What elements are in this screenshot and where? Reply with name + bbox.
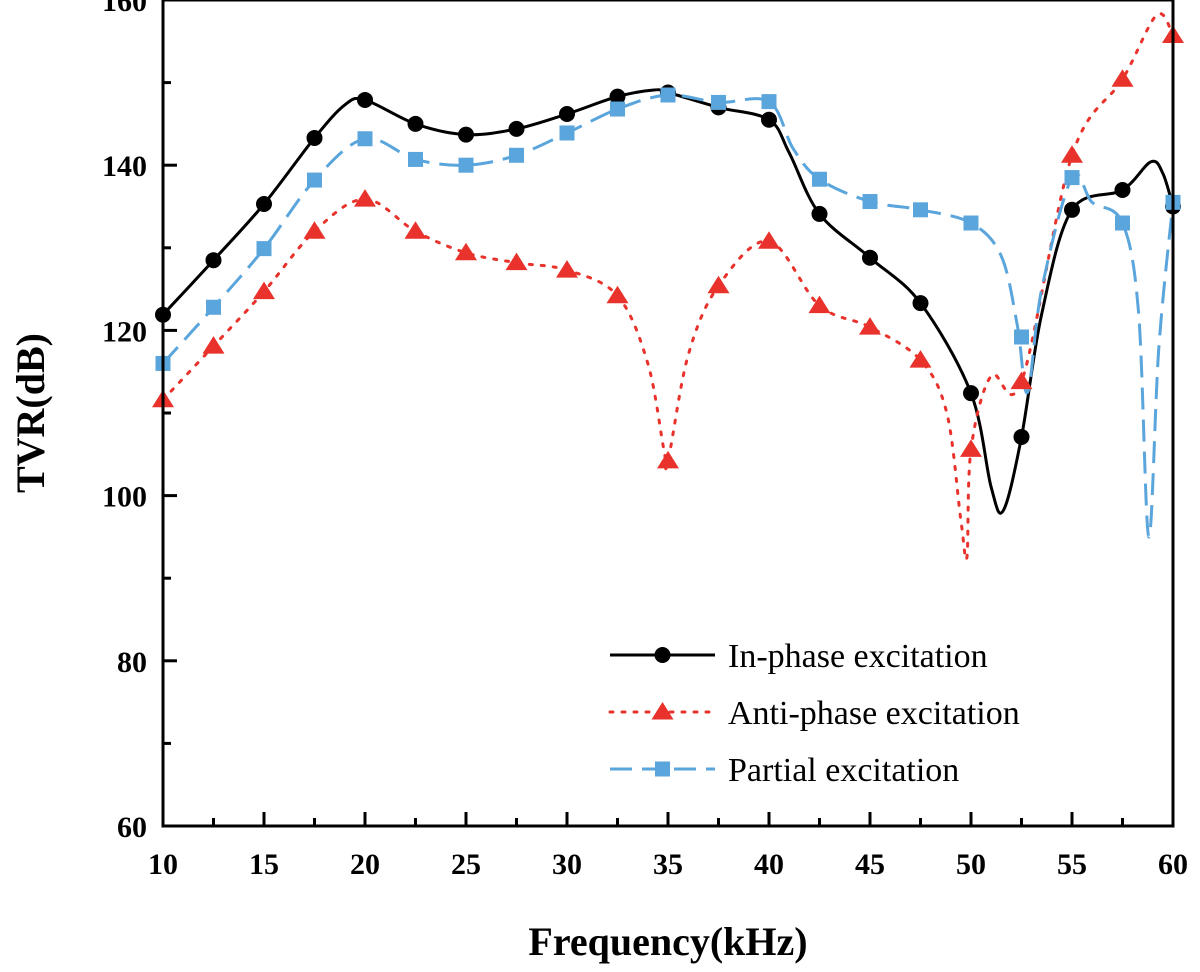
x-tick-label: 10: [148, 848, 178, 881]
y-tick-label: 100: [102, 481, 147, 514]
in-phase-excitation-point: [306, 129, 323, 146]
in-phase-excitation-point: [761, 111, 777, 128]
partial-excitation-point: [307, 172, 322, 188]
in-phase-excitation-point: [963, 385, 979, 402]
in-phase-excitation-point: [609, 88, 626, 105]
y-tick-label: 140: [102, 150, 147, 183]
in-phase-excitation-point: [508, 120, 525, 137]
anti-phase-excitation-point: [253, 281, 275, 300]
anti-phase-excitation-point: [909, 350, 932, 368]
anti-phase-excitation-point: [1061, 145, 1083, 163]
y-tick-label: 60: [117, 811, 147, 844]
anti-phase-excitation-point: [707, 275, 730, 294]
partial-excitation-point: [963, 215, 979, 231]
anti-phase-excitation-legend-label: Anti-phase excitation: [728, 695, 1020, 732]
in-phase-excitation-line: [161, 88, 1175, 515]
x-tick-label: 45: [855, 848, 885, 881]
x-tick-label: 25: [451, 848, 481, 881]
partial-excitation-point: [256, 241, 272, 257]
x-axis-title: Frequency(kHz): [528, 919, 807, 964]
anti-phase-excitation-point: [606, 285, 629, 304]
in-phase-excitation-point: [458, 126, 474, 143]
x-tick-label: 40: [754, 848, 784, 881]
anti-phase-excitation-point: [354, 189, 376, 207]
anti-phase-excitation-point: [960, 439, 982, 457]
ticks-layer: [161, 0, 1175, 828]
plot-frame: [161, 0, 1175, 828]
in-phase-excitation-point: [256, 196, 272, 213]
partial-excitation-point: [1014, 329, 1029, 345]
in-phase-excitation-point: [559, 105, 575, 122]
in-phase-excitation-point: [862, 249, 878, 266]
partial-excitation-point: [862, 194, 878, 210]
x-tick-label: 60: [1158, 848, 1188, 881]
in-phase-excitation-point: [205, 252, 222, 269]
partial-excitation-point: [458, 157, 474, 173]
partial-excitation-point: [660, 87, 676, 103]
anti-phase-excitation-point: [404, 221, 427, 239]
x-tick-label: 50: [956, 848, 986, 881]
anti-phase-excitation-point: [303, 221, 326, 239]
y-tick-label: 80: [117, 646, 147, 679]
partial-excitation-point: [610, 101, 625, 117]
anti-phase-excitation-line: [161, 12, 1175, 562]
y-tick-label: 120: [102, 315, 147, 348]
y-tick-label: 160: [102, 0, 147, 18]
partial-excitation-legend-marker: [655, 761, 670, 777]
partial-excitation-legend-label: Partial excitation: [728, 752, 959, 789]
legend: In-phase excitation Anti-phase excitation…: [608, 638, 1020, 789]
partial-excitation-point: [408, 151, 423, 167]
partial-excitation-point: [206, 299, 221, 315]
x-tick-label: 35: [653, 848, 683, 881]
x-tick-label: 30: [552, 848, 582, 881]
in-phase-excitation-point: [912, 295, 929, 312]
anti-phase-excitation-legend-marker: [651, 702, 674, 720]
partial-excitation-point: [357, 131, 373, 147]
anti-phase-excitation-point: [657, 450, 679, 469]
anti-phase-excitation-point: [808, 295, 831, 314]
partial-excitation-point: [559, 125, 575, 141]
partial-excitation-line: [161, 93, 1175, 539]
tick-labels-layer: 10 15 20 25 30 35 40 45 50 55 60 60 80 100 120 140 160: [102, 0, 1188, 881]
anti-phase-excitation-point: [758, 231, 780, 249]
in-phase-excitation-point: [1114, 181, 1131, 198]
y-axis-title: TVR(dB): [8, 333, 53, 493]
x-tick-label: 15: [249, 848, 279, 881]
in-phase-excitation-legend-marker: [654, 647, 671, 663]
partial-excitation-point: [509, 147, 524, 163]
anti-phase-excitation-point: [455, 242, 477, 261]
anti-phase-excitation-point: [859, 317, 881, 335]
partial-excitation-point: [1115, 215, 1130, 231]
anti-phase-excitation-point: [505, 252, 528, 271]
in-phase-excitation-point: [811, 205, 828, 222]
in-phase-excitation-legend-label: In-phase excitation: [728, 638, 988, 675]
in-phase-excitation-point: [407, 115, 424, 132]
in-phase-excitation-point: [357, 91, 373, 108]
partial-excitation-point: [1064, 170, 1080, 186]
anti-phase-excitation-point: [1111, 69, 1134, 87]
partial-excitation-point: [812, 171, 827, 187]
anti-phase-excitation-point: [556, 260, 578, 278]
partial-excitation-point: [913, 202, 928, 218]
markers-layer: [152, 25, 1184, 469]
in-phase-excitation-point: [1064, 201, 1080, 218]
x-tick-label: 20: [350, 848, 380, 881]
anti-phase-excitation-point: [1010, 371, 1033, 390]
anti-phase-excitation-point: [202, 336, 225, 354]
x-tick-label: 55: [1057, 848, 1087, 881]
partial-excitation-point: [761, 94, 777, 110]
partial-excitation-point: [711, 94, 726, 110]
in-phase-excitation-point: [1013, 428, 1030, 445]
